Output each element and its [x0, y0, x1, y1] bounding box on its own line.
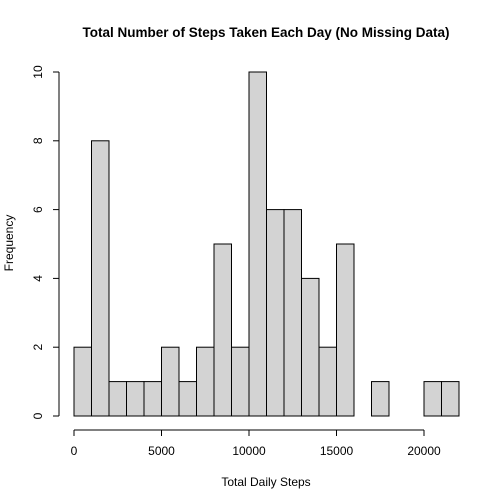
y-tick-label-4: 8 — [31, 137, 45, 144]
histogram-bar-21 — [441, 381, 460, 417]
histogram-bar-4 — [143, 381, 162, 417]
y-tick-label-5: 10 — [31, 65, 45, 79]
histogram-bar-2 — [108, 381, 127, 417]
histogram-bar-12 — [283, 209, 302, 417]
chart-title: Total Number of Steps Taken Each Day (No… — [82, 25, 449, 40]
x-tick-label-2: 10000 — [232, 444, 266, 458]
histogram-bar-1 — [91, 140, 110, 417]
y-tick-label-0: 0 — [31, 412, 45, 419]
x-axis-label: Total Daily Steps — [221, 475, 310, 489]
y-axis: 0 2 4 6 8 10 — [31, 65, 60, 419]
x-tick-label-1: 5000 — [148, 444, 175, 458]
histogram-bar-10 — [248, 71, 267, 417]
y-axis-label: Frequency — [2, 215, 16, 272]
histogram-bar-5 — [161, 346, 180, 417]
y-tick-label-1: 2 — [31, 344, 45, 351]
histogram-bar-0 — [73, 346, 92, 417]
histogram-bar-11 — [266, 209, 285, 417]
histogram-bar-9 — [231, 346, 250, 417]
x-tick-label-3: 15000 — [320, 444, 354, 458]
y-tick-label-2: 4 — [31, 275, 45, 282]
histogram-bar-7 — [196, 346, 215, 417]
y-tick-label-3: 6 — [31, 206, 45, 213]
histogram-bar-13 — [301, 277, 320, 417]
histogram-bar-8 — [213, 243, 232, 417]
x-axis: 0 5000 10000 15000 20000 — [71, 429, 441, 458]
histogram-bar-20 — [423, 381, 442, 417]
histogram-bar-17 — [371, 381, 390, 417]
x-tick-label-4: 20000 — [407, 444, 441, 458]
histogram-bar-15 — [336, 243, 355, 417]
histogram-bar-6 — [178, 381, 197, 417]
x-tick-label-0: 0 — [71, 444, 78, 458]
bars-group — [73, 71, 460, 417]
histogram-bar-3 — [126, 381, 145, 417]
histogram-bar-14 — [318, 346, 337, 417]
